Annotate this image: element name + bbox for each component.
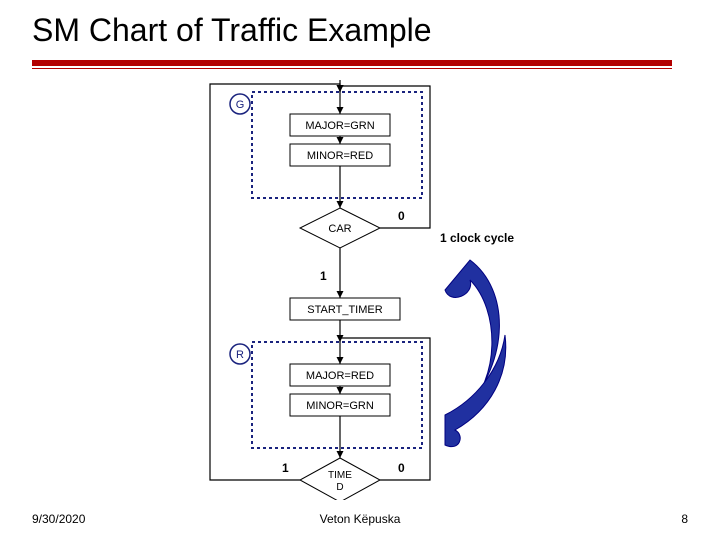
edge-car-0-label: 0 xyxy=(398,209,405,223)
side-label-clock: 1 clock cycle xyxy=(440,231,514,245)
sm-chart-diagram: G R MAJOR=GRN MINOR=RED START_TIMER MAJO… xyxy=(0,80,720,500)
svg-text:START_TIMER: START_TIMER xyxy=(307,304,382,316)
decision-timed: TIME D xyxy=(300,458,380,500)
svg-text:MAJOR=GRN: MAJOR=GRN xyxy=(305,120,374,132)
footer-page: 8 xyxy=(681,512,688,526)
title-underline-thin xyxy=(32,68,672,69)
footer-author: Veton Këpuska xyxy=(320,512,401,526)
box-minor-red: MINOR=RED xyxy=(290,144,390,166)
svg-text:TIME: TIME xyxy=(328,470,352,481)
footer-date: 9/30/2020 xyxy=(32,512,85,526)
state-g-label: G xyxy=(236,99,245,111)
svg-text:CAR: CAR xyxy=(328,223,351,235)
box-minor-grn: MINOR=GRN xyxy=(290,394,390,416)
box-start-timer: START_TIMER xyxy=(290,298,400,320)
title-underline xyxy=(32,60,672,66)
page-title: SM Chart of Traffic Example xyxy=(32,12,432,49)
box-major-grn: MAJOR=GRN xyxy=(290,114,390,136)
svg-text:MAJOR=RED: MAJOR=RED xyxy=(306,370,374,382)
svg-text:MINOR=RED: MINOR=RED xyxy=(307,150,373,162)
svg-text:MINOR=GRN: MINOR=GRN xyxy=(306,400,374,412)
svg-text:D: D xyxy=(336,482,343,493)
state-r-label: R xyxy=(236,349,244,361)
edge-timed-1-label: 1 xyxy=(282,461,289,475)
decision-car: CAR xyxy=(300,208,380,248)
box-major-red: MAJOR=RED xyxy=(290,364,390,386)
edge-car-1-label: 1 xyxy=(320,269,327,283)
swoosh-icon xyxy=(445,260,506,447)
edge-timed-0-label: 0 xyxy=(398,461,405,475)
